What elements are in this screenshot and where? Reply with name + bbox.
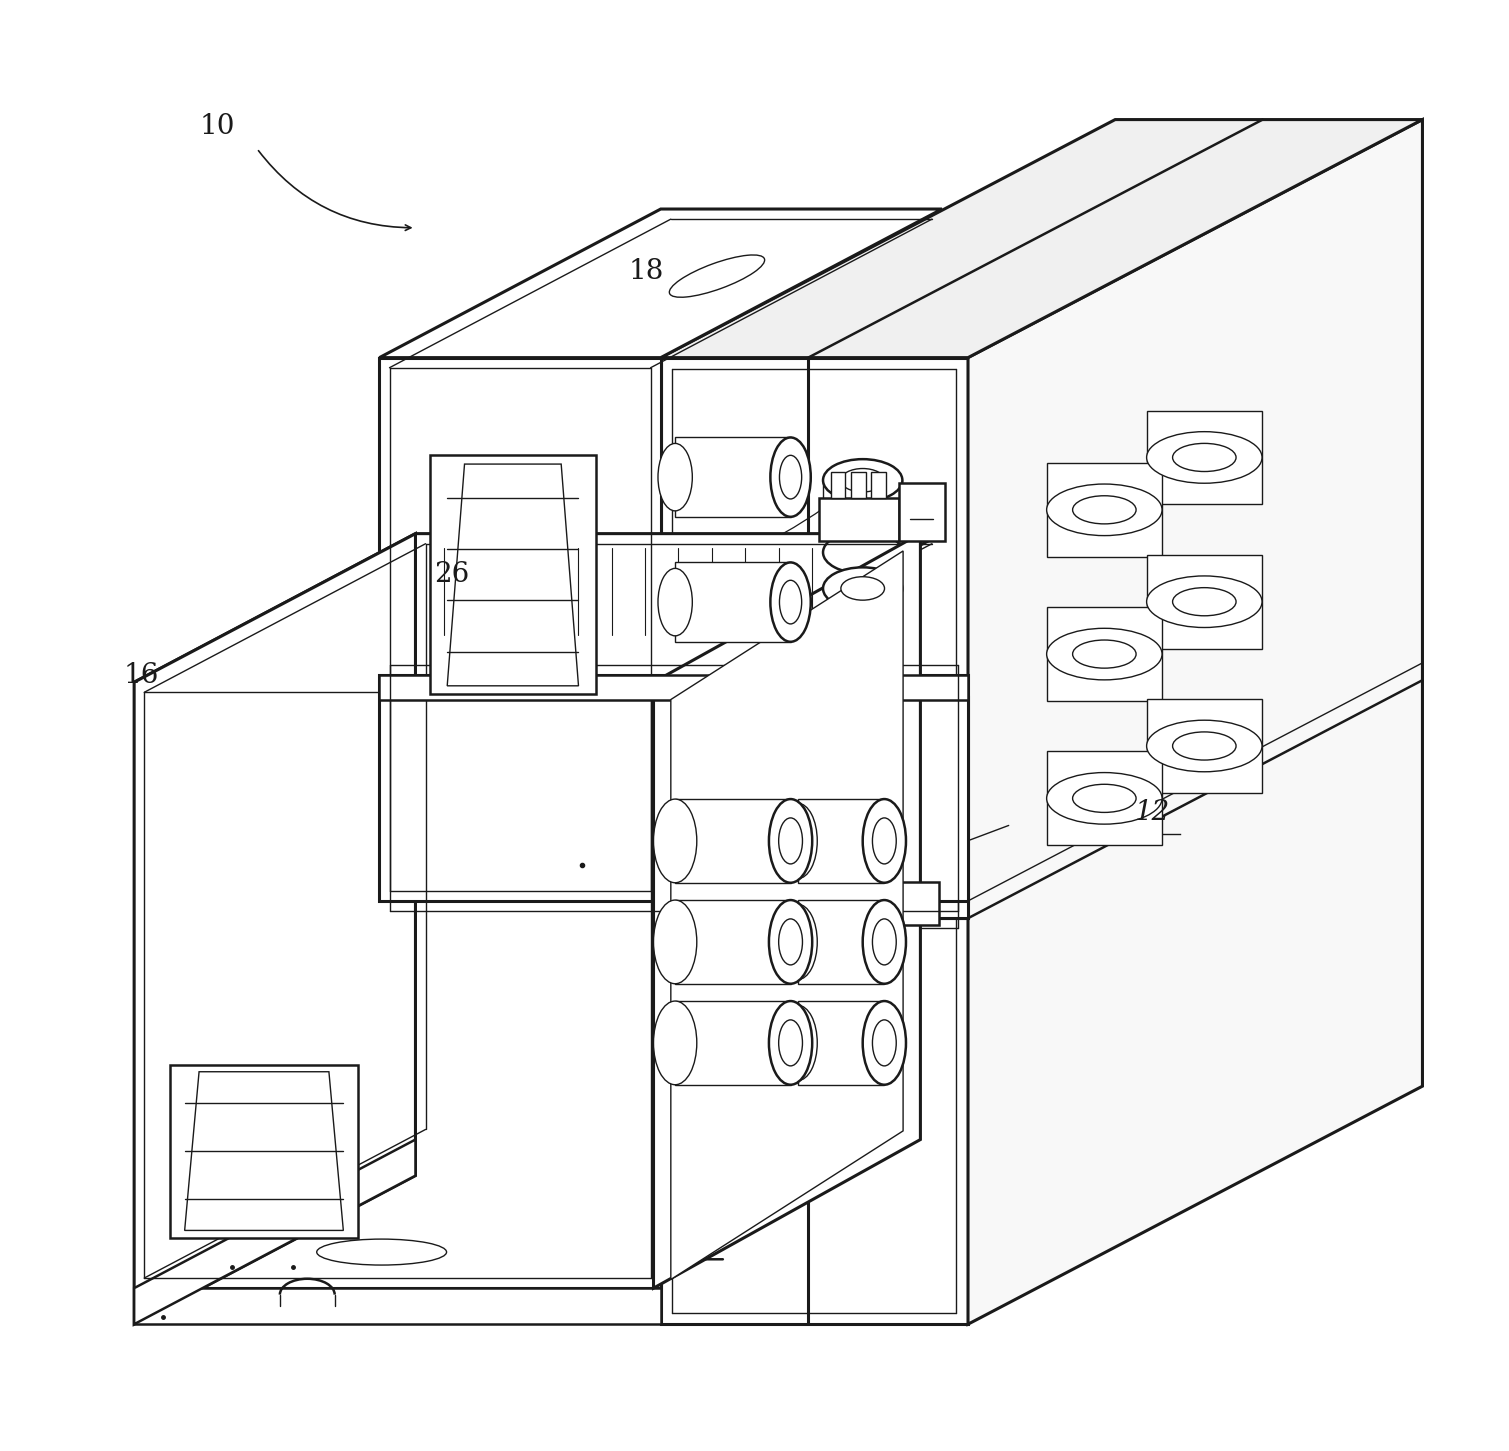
Text: 18: 18 <box>629 258 664 284</box>
Ellipse shape <box>841 469 884 492</box>
Ellipse shape <box>653 900 697 984</box>
Polygon shape <box>379 675 967 901</box>
Ellipse shape <box>1172 731 1236 760</box>
Polygon shape <box>675 1001 791 1085</box>
Polygon shape <box>1047 752 1162 846</box>
Ellipse shape <box>1047 772 1162 824</box>
Text: 16: 16 <box>124 662 160 689</box>
Ellipse shape <box>810 971 901 1010</box>
Ellipse shape <box>863 900 905 984</box>
Ellipse shape <box>1073 785 1136 813</box>
Text: 26: 26 <box>435 560 469 588</box>
Ellipse shape <box>779 1020 803 1066</box>
Polygon shape <box>899 483 945 541</box>
Ellipse shape <box>779 904 818 979</box>
Ellipse shape <box>872 918 896 965</box>
Ellipse shape <box>1047 628 1162 681</box>
Ellipse shape <box>1147 720 1262 772</box>
Ellipse shape <box>872 1020 896 1066</box>
Ellipse shape <box>1172 444 1236 472</box>
Polygon shape <box>134 1139 415 1325</box>
Polygon shape <box>379 357 661 901</box>
Polygon shape <box>819 498 899 541</box>
Ellipse shape <box>770 800 812 882</box>
Polygon shape <box>798 1001 884 1085</box>
Polygon shape <box>447 464 578 686</box>
Ellipse shape <box>779 804 818 878</box>
Ellipse shape <box>779 1006 818 1081</box>
Polygon shape <box>184 1072 344 1230</box>
Polygon shape <box>851 472 866 498</box>
Polygon shape <box>822 480 902 553</box>
Polygon shape <box>672 551 902 1280</box>
Ellipse shape <box>653 800 697 882</box>
Ellipse shape <box>841 576 884 601</box>
Polygon shape <box>675 800 791 882</box>
Ellipse shape <box>804 640 898 666</box>
Polygon shape <box>871 472 886 498</box>
Ellipse shape <box>770 1001 812 1085</box>
Ellipse shape <box>658 569 693 636</box>
Polygon shape <box>822 589 902 660</box>
Polygon shape <box>896 882 939 926</box>
Polygon shape <box>967 119 1423 1325</box>
Polygon shape <box>134 682 661 1288</box>
Polygon shape <box>798 900 884 984</box>
Polygon shape <box>134 1288 661 1325</box>
Ellipse shape <box>771 437 810 517</box>
Polygon shape <box>134 534 942 682</box>
Polygon shape <box>661 696 967 918</box>
Ellipse shape <box>317 1239 447 1265</box>
Ellipse shape <box>780 580 801 624</box>
Polygon shape <box>1047 607 1162 701</box>
Polygon shape <box>430 456 596 695</box>
Polygon shape <box>134 534 415 1325</box>
Ellipse shape <box>1147 431 1262 483</box>
Ellipse shape <box>780 456 801 499</box>
Polygon shape <box>1147 554 1262 649</box>
Ellipse shape <box>872 818 896 863</box>
Ellipse shape <box>779 818 803 863</box>
Polygon shape <box>661 357 967 1325</box>
Text: 10: 10 <box>199 113 234 141</box>
Polygon shape <box>653 534 920 1288</box>
Ellipse shape <box>863 800 905 882</box>
Ellipse shape <box>1073 640 1136 667</box>
Polygon shape <box>661 119 1423 357</box>
Ellipse shape <box>863 1001 905 1085</box>
Polygon shape <box>1147 699 1262 792</box>
Ellipse shape <box>711 762 825 788</box>
Text: 12: 12 <box>1133 798 1169 826</box>
Ellipse shape <box>779 918 803 965</box>
Ellipse shape <box>822 567 902 609</box>
Ellipse shape <box>822 640 902 682</box>
Polygon shape <box>379 675 967 699</box>
Polygon shape <box>798 800 884 882</box>
Polygon shape <box>171 1065 358 1238</box>
Ellipse shape <box>770 900 812 984</box>
Ellipse shape <box>771 563 810 641</box>
Polygon shape <box>1147 411 1262 505</box>
Ellipse shape <box>822 531 902 573</box>
Ellipse shape <box>653 1001 697 1085</box>
Ellipse shape <box>670 255 765 297</box>
Ellipse shape <box>1047 485 1162 535</box>
Ellipse shape <box>1172 588 1236 615</box>
Polygon shape <box>675 900 791 984</box>
Ellipse shape <box>658 444 693 511</box>
Ellipse shape <box>1073 496 1136 524</box>
Ellipse shape <box>721 1043 812 1082</box>
Polygon shape <box>379 209 942 357</box>
Polygon shape <box>675 563 791 641</box>
Polygon shape <box>675 437 791 517</box>
Ellipse shape <box>1147 576 1262 627</box>
Polygon shape <box>831 472 845 498</box>
Ellipse shape <box>822 459 902 502</box>
Polygon shape <box>1047 463 1162 557</box>
